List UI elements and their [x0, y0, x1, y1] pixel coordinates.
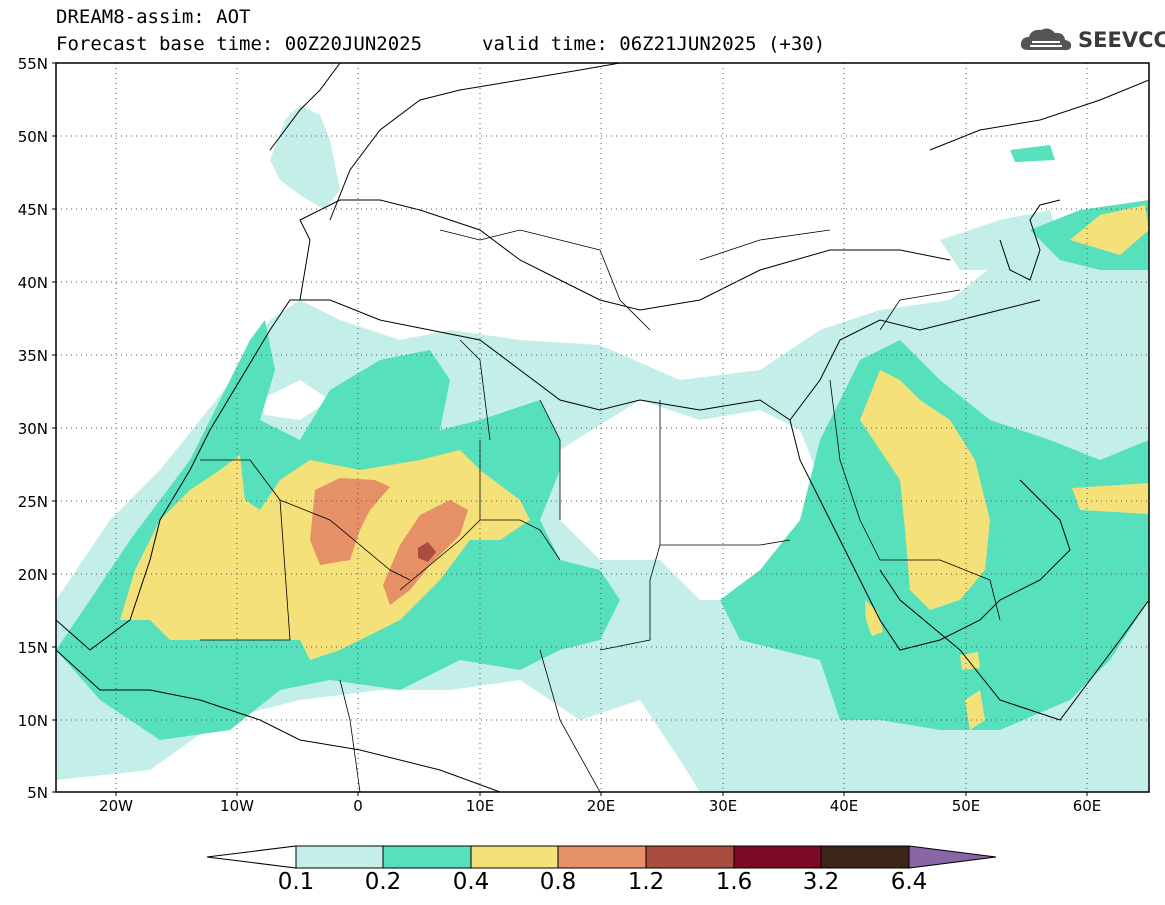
- colorbar-bin-0.2: [382, 845, 472, 869]
- lat-label: 15N: [17, 639, 48, 657]
- colorbar-label: 6.4: [890, 869, 928, 895]
- colorbar-bin-0.1: [295, 845, 384, 869]
- coastlines: [56, 63, 1149, 792]
- colorbar-label: 1.2: [627, 869, 665, 895]
- colorbar-bin-0.8: [557, 845, 647, 869]
- colorbar-label: 0.2: [364, 869, 402, 895]
- lon-label: 60E: [1072, 797, 1102, 815]
- lon-label: 30E: [708, 797, 738, 815]
- forecast-base-time: Forecast base time: 00Z20JUN2025: [56, 33, 423, 55]
- colorbar-bin-1.2: [645, 845, 735, 869]
- aot-contour-0.8: [310, 478, 390, 565]
- lat-label: 45N: [17, 201, 48, 219]
- colorbar-label: 0.4: [452, 869, 490, 895]
- colorbar-bin-3.2: [820, 845, 910, 869]
- cloud-icon: [1020, 28, 1072, 51]
- map-title: DREAM8-assim: AOT: [56, 6, 251, 28]
- valid-time: valid time: 06Z21JUN2025 (+30): [482, 33, 826, 55]
- lat-label: 20N: [17, 566, 48, 584]
- lat-label: 25N: [17, 493, 48, 511]
- logo-text: SEEVCCC: [1078, 28, 1165, 52]
- lon-label: 20E: [586, 797, 616, 815]
- lon-label: 10E: [465, 797, 495, 815]
- colorbar-lower-arrow: [206, 845, 297, 869]
- aot-contour-0.4-arabia: [860, 370, 990, 610]
- colorbar-bin-1.6: [733, 845, 822, 869]
- lon-label: 0: [353, 797, 363, 815]
- colorbar-label: 0.8: [539, 869, 577, 895]
- colorbar-label: 0.1: [277, 869, 315, 895]
- axis-ticks: [52, 62, 1088, 796]
- country-borders: [200, 229, 1001, 792]
- lon-label: 50E: [951, 797, 981, 815]
- colorbar-bin-0.4: [470, 845, 559, 869]
- lat-label: 40N: [17, 274, 48, 292]
- colorbar-upper-arrow: [908, 845, 997, 869]
- seevccc-logo: SEEVCCC: [1018, 24, 1165, 56]
- gridlines: [56, 63, 1149, 792]
- lat-label: 55N: [17, 55, 48, 73]
- lat-label: 30N: [17, 420, 48, 438]
- lat-label: 35N: [17, 347, 48, 365]
- aot-contour-1.2: [418, 542, 436, 562]
- aot-field: [56, 105, 1149, 792]
- lat-label: 5N: [27, 784, 48, 802]
- lat-label: 50N: [17, 128, 48, 146]
- colorbar-label: 1.6: [715, 869, 753, 895]
- aot-contour-0.1-north: [270, 105, 340, 210]
- lon-label: 40E: [829, 797, 859, 815]
- colorbar: [206, 845, 997, 869]
- lon-label: 10W: [220, 797, 254, 815]
- lat-label: 10N: [17, 712, 48, 730]
- lon-label: 20W: [99, 797, 133, 815]
- colorbar-label: 3.2: [802, 869, 840, 895]
